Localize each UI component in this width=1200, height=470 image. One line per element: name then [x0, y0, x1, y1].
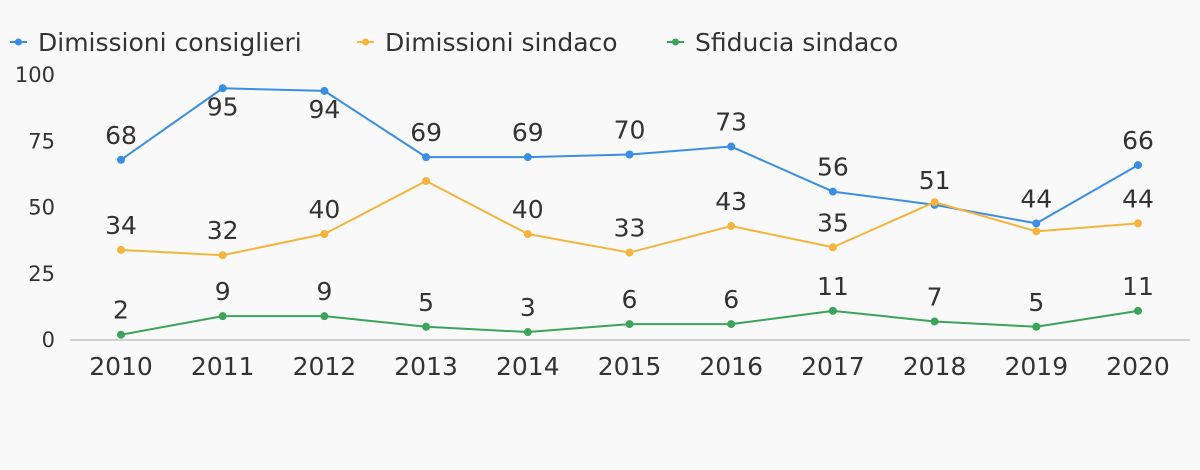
data-label-dimissioni-consiglieri: 66	[1122, 126, 1154, 155]
data-label-sfiducia-sindaco: 3	[520, 293, 536, 322]
legend: Dimissioni consiglieri Dimissioni sindaco…	[10, 28, 898, 57]
data-label-dimissioni-consiglieri: 56	[817, 153, 849, 182]
x-tick-label: 2016	[699, 352, 763, 381]
data-point-dimissioni-consiglieri	[320, 86, 329, 95]
data-point-dimissioni-sindaco	[1134, 219, 1142, 228]
x-tick-label: 2011	[191, 352, 255, 381]
data-label-sfiducia-sindaco: 6	[723, 285, 739, 314]
x-tick-label: 2020	[1106, 352, 1170, 381]
data-point-dimissioni-consiglieri	[828, 187, 837, 196]
legend-marker-dimissioni-consiglieri	[15, 38, 22, 46]
data-point-dimissioni-sindaco	[523, 230, 532, 238]
y-tick-label: 75	[28, 129, 55, 153]
data-label-sfiducia-sindaco: 7	[927, 282, 943, 311]
data-point-sfiducia-sindaco	[930, 317, 939, 326]
y-tick-label: 25	[28, 262, 55, 286]
y-axis: 0 25 50 75 100	[15, 63, 55, 352]
data-label-sfiducia-sindaco: 11	[1122, 272, 1154, 301]
data-point-sfiducia-sindaco	[625, 320, 634, 329]
data-label-dimissioni-consiglieri: 70	[614, 116, 646, 145]
data-point-sfiducia-sindaco	[117, 330, 125, 339]
legend-label-dimissioni-consiglieri: Dimissioni consiglieri	[38, 28, 302, 57]
x-axis: 2010 2011 2012 2013 2014 2015 2016 2017 2018 2019…	[89, 352, 1170, 381]
data-point-dimissioni-consiglieri	[1032, 219, 1041, 228]
data-label-sfiducia-sindaco: 9	[215, 277, 231, 306]
data-point-dimissioni-sindaco	[422, 177, 431, 185]
data-point-dimissioni-consiglieri	[523, 153, 532, 162]
data-point-dimissioni-sindaco	[1032, 227, 1041, 236]
series-group	[117, 84, 1142, 339]
data-label-dimissioni-consiglieri: 69	[512, 118, 544, 147]
x-tick-label: 2018	[903, 352, 967, 381]
data-label-dimissioni-sindaco: 32	[207, 216, 239, 245]
data-point-sfiducia-sindaco	[523, 328, 532, 337]
x-tick-label: 2012	[293, 352, 357, 381]
data-point-dimissioni-sindaco	[117, 245, 125, 254]
data-point-dimissioni-consiglieri	[625, 150, 634, 159]
data-point-dimissioni-consiglieri	[727, 142, 736, 151]
data-point-dimissioni-sindaco	[930, 198, 939, 207]
x-tick-label: 2019	[1004, 352, 1068, 381]
data-point-sfiducia-sindaco	[727, 320, 736, 329]
data-point-dimissioni-sindaco	[828, 243, 837, 252]
data-point-dimissioni-consiglieri	[1134, 161, 1142, 170]
data-label-dimissioni-sindaco: 40	[512, 195, 544, 224]
y-tick-label: 50	[28, 196, 55, 220]
data-point-sfiducia-sindaco	[422, 322, 431, 331]
data-label-dimissioni-sindaco: 44	[1122, 184, 1154, 213]
data-label-dimissioni-consiglieri: 73	[715, 108, 747, 137]
x-tick-label: 2015	[598, 352, 662, 381]
data-label-sfiducia-sindaco: 2	[113, 296, 129, 325]
data-point-sfiducia-sindaco	[218, 312, 227, 321]
data-label-dimissioni-consiglieri: 69	[410, 118, 442, 147]
data-label-dimissioni-consiglieri: 44	[1020, 184, 1052, 213]
data-point-sfiducia-sindaco	[320, 312, 329, 321]
data-label-sfiducia-sindaco: 5	[1028, 288, 1044, 317]
data-label-dimissioni-sindaco: 33	[614, 214, 646, 243]
data-label-sfiducia-sindaco: 9	[316, 277, 332, 306]
data-point-sfiducia-sindaco	[1134, 306, 1142, 315]
data-point-sfiducia-sindaco	[1032, 322, 1041, 331]
data-label-sfiducia-sindaco: 5	[418, 288, 434, 317]
data-point-dimissioni-sindaco	[218, 251, 227, 260]
data-label-sfiducia-sindaco: 11	[817, 272, 849, 301]
data-point-sfiducia-sindaco	[828, 306, 837, 315]
data-label-dimissioni-consiglieri: 68	[105, 121, 137, 150]
data-point-dimissioni-sindaco	[727, 222, 736, 231]
data-label-dimissioni-consiglieri: 51	[919, 166, 951, 195]
x-tick-label: 2017	[801, 352, 865, 381]
data-label-dimissioni-sindaco: 40	[308, 195, 340, 224]
data-point-dimissioni-sindaco	[320, 230, 329, 238]
legend-label-sfiducia-sindaco: Sfiducia sindaco	[695, 28, 898, 57]
data-point-dimissioni-consiglieri	[218, 84, 227, 93]
data-label-dimissioni-sindaco: 35	[817, 208, 849, 237]
data-point-dimissioni-consiglieri	[422, 153, 431, 162]
data-label-sfiducia-sindaco: 6	[622, 285, 638, 314]
legend-marker-dimissioni-sindaco	[362, 38, 369, 46]
x-tick-label: 2013	[394, 352, 458, 381]
data-label-dimissioni-consiglieri: 94	[308, 95, 340, 124]
data-label-dimissioni-consiglieri: 95	[207, 92, 239, 121]
data-label-dimissioni-sindaco: 34	[105, 211, 137, 240]
legend-label-dimissioni-sindaco: Dimissioni sindaco	[385, 28, 618, 57]
x-tick-label: 2010	[89, 352, 153, 381]
x-tick-label: 2014	[496, 352, 560, 381]
legend-marker-sfiducia-sindaco	[672, 38, 679, 46]
y-tick-label: 0	[42, 328, 55, 352]
data-point-dimissioni-sindaco	[625, 248, 634, 257]
data-point-dimissioni-consiglieri	[117, 155, 125, 164]
y-tick-label: 100	[15, 63, 55, 87]
data-label-dimissioni-sindaco: 43	[715, 187, 747, 216]
